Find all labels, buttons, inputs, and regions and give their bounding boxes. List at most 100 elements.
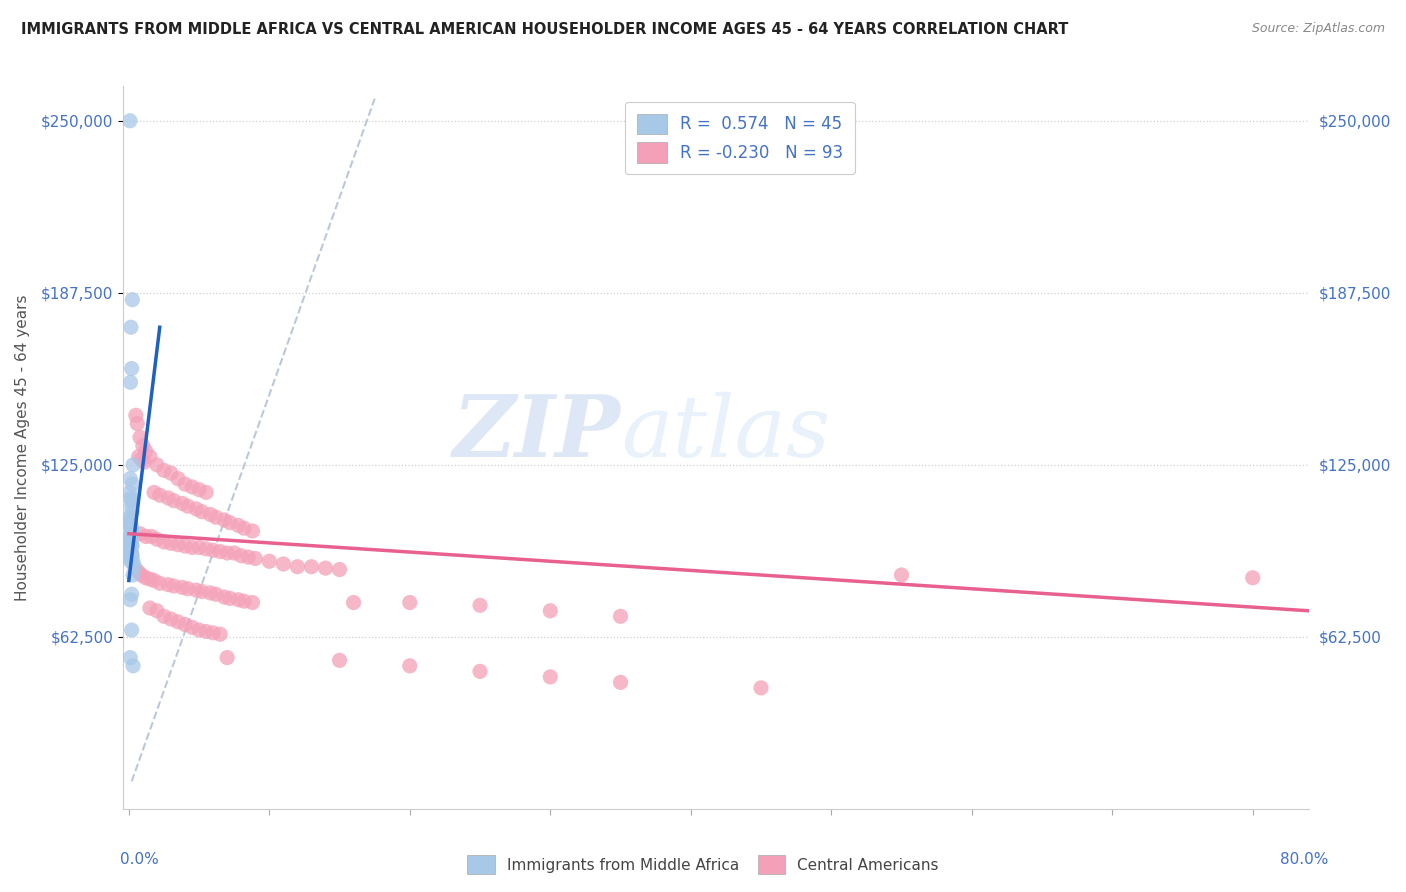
- Point: [228, 592, 250, 607]
- Text: 0.0%: 0.0%: [120, 852, 159, 867]
- Point: [174, 617, 197, 632]
- Point: [127, 417, 149, 431]
- Point: [273, 557, 295, 571]
- Point: [120, 650, 142, 665]
- Point: [214, 590, 236, 604]
- Point: [122, 568, 145, 582]
- Point: [167, 615, 190, 629]
- Point: [468, 599, 491, 613]
- Legend: R =  0.574   N = 45, R = -0.230   N = 93: R = 0.574 N = 45, R = -0.230 N = 93: [624, 102, 855, 174]
- Point: [129, 430, 152, 444]
- Point: [120, 376, 142, 390]
- Point: [209, 544, 232, 558]
- Point: [329, 562, 352, 576]
- Point: [749, 681, 772, 695]
- Point: [157, 577, 180, 591]
- Point: [135, 529, 157, 543]
- Point: [120, 493, 142, 508]
- Point: [202, 625, 225, 640]
- Point: [121, 587, 143, 601]
- Point: [195, 485, 218, 500]
- Point: [124, 559, 146, 574]
- Point: [172, 581, 194, 595]
- Point: [219, 591, 242, 606]
- Point: [238, 550, 260, 565]
- Point: [120, 592, 142, 607]
- Point: [259, 554, 281, 568]
- Point: [398, 658, 420, 673]
- Point: [191, 505, 214, 519]
- Point: [135, 444, 157, 458]
- Point: [153, 463, 176, 477]
- Point: [228, 518, 250, 533]
- Point: [231, 549, 253, 563]
- Point: [146, 458, 169, 472]
- Point: [202, 543, 225, 558]
- Point: [121, 547, 143, 561]
- Point: [191, 584, 214, 599]
- Point: [163, 579, 186, 593]
- Point: [118, 529, 141, 543]
- Point: [205, 510, 228, 524]
- Point: [120, 543, 142, 558]
- Point: [129, 526, 152, 541]
- Point: [131, 452, 153, 467]
- Point: [538, 670, 561, 684]
- Point: [146, 604, 169, 618]
- Point: [118, 510, 141, 524]
- Point: [135, 571, 157, 585]
- Point: [181, 480, 204, 494]
- Point: [214, 513, 236, 527]
- Point: [118, 550, 141, 565]
- Point: [120, 518, 142, 533]
- Point: [120, 320, 142, 334]
- Point: [120, 535, 142, 549]
- Point: [609, 675, 631, 690]
- Point: [132, 439, 155, 453]
- Point: [174, 477, 197, 491]
- Point: [122, 458, 145, 472]
- Point: [120, 533, 142, 548]
- Point: [120, 544, 142, 558]
- Point: [160, 466, 183, 480]
- Point: [245, 551, 267, 566]
- Point: [160, 536, 183, 550]
- Point: [120, 513, 142, 527]
- Legend: Immigrants from Middle Africa, Central Americans: Immigrants from Middle Africa, Central A…: [461, 849, 945, 880]
- Point: [118, 485, 141, 500]
- Point: [120, 533, 142, 547]
- Point: [122, 554, 145, 568]
- Point: [120, 472, 142, 486]
- Point: [120, 551, 142, 566]
- Point: [120, 541, 142, 556]
- Point: [195, 624, 218, 639]
- Point: [217, 546, 239, 560]
- Point: [167, 538, 190, 552]
- Point: [125, 562, 148, 576]
- Point: [217, 650, 239, 665]
- Point: [121, 538, 143, 552]
- Point: [120, 546, 142, 560]
- Point: [121, 549, 143, 563]
- Point: [188, 483, 211, 497]
- Point: [233, 594, 256, 608]
- Y-axis label: Householder Income Ages 45 - 64 years: Householder Income Ages 45 - 64 years: [15, 294, 30, 601]
- Text: 80.0%: 80.0%: [1281, 852, 1329, 867]
- Point: [195, 541, 218, 556]
- Point: [143, 485, 166, 500]
- Point: [172, 496, 194, 510]
- Point: [139, 601, 162, 615]
- Text: IMMIGRANTS FROM MIDDLE AFRICA VS CENTRAL AMERICAN HOUSEHOLDER INCOME AGES 45 - 6: IMMIGRANTS FROM MIDDLE AFRICA VS CENTRAL…: [21, 22, 1069, 37]
- Point: [890, 568, 912, 582]
- Point: [181, 541, 204, 555]
- Point: [301, 559, 323, 574]
- Point: [121, 505, 143, 519]
- Point: [186, 502, 208, 516]
- Point: [157, 491, 180, 505]
- Point: [468, 665, 491, 679]
- Point: [118, 113, 141, 128]
- Point: [121, 524, 143, 538]
- Point: [177, 582, 200, 596]
- Point: [143, 574, 166, 588]
- Point: [134, 455, 156, 469]
